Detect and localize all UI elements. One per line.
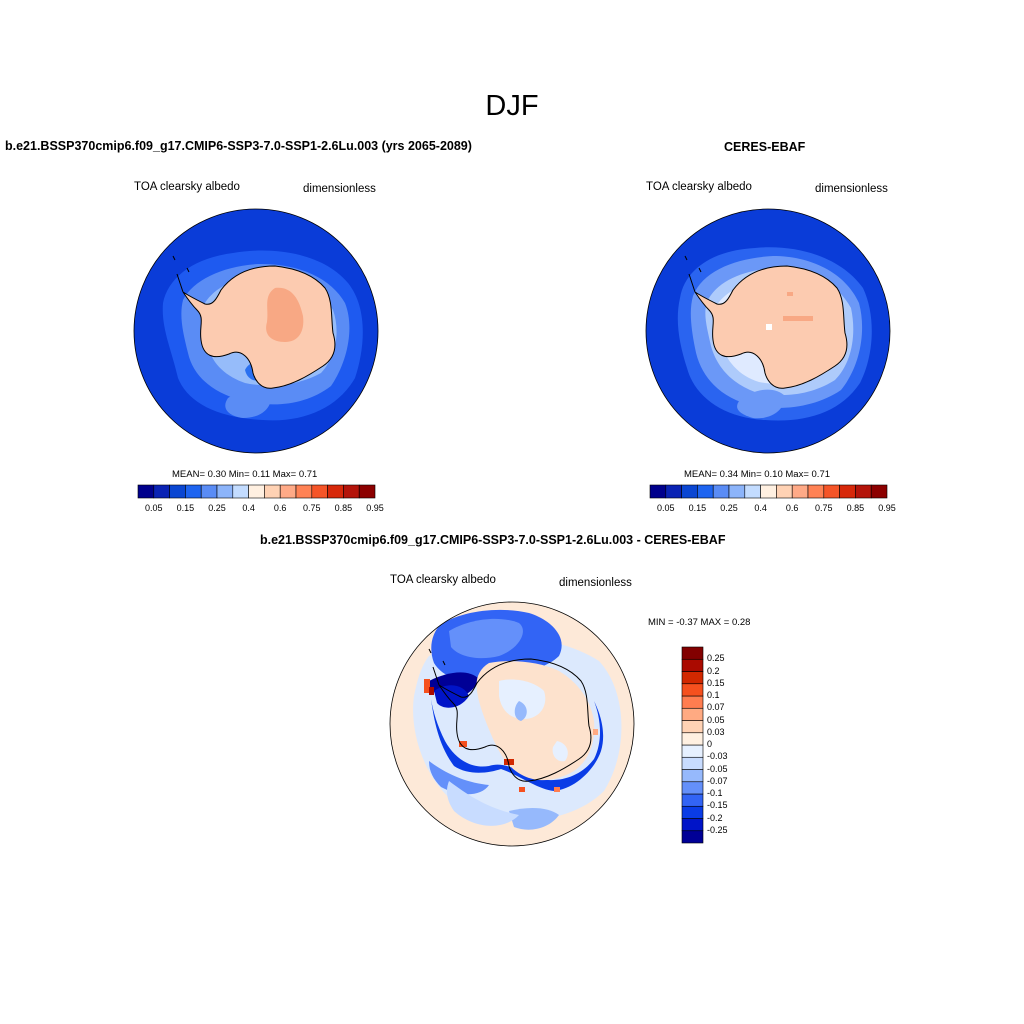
diff-colorbar-tick-label: -0.07 <box>707 775 728 786</box>
model-colorbar-swatch <box>327 484 344 499</box>
obs-colorbar-swatch <box>791 484 809 499</box>
diff-colorbar-swatch <box>681 732 704 746</box>
obs-colorbar-tick-label: 0.95 <box>878 503 896 513</box>
obs-colorbar-swatch <box>807 484 825 499</box>
model-colorbar-swatch <box>358 484 376 499</box>
obs-colorbar-swatch <box>649 484 667 499</box>
model-colorbar-swatch <box>185 484 202 499</box>
diff-colorbar-swatch <box>681 658 704 672</box>
model-colorbar-swatch <box>232 484 249 499</box>
diff-colorbar-swatch <box>681 756 704 770</box>
obs-colorbar-swatch <box>870 484 888 499</box>
obs-colorbar <box>649 484 888 499</box>
obs-colorbar-ticks: 0.05 0.15 0.25 0.4 0.6 0.75 0.85 0.95 <box>650 503 896 515</box>
model-colorbar-tick-label: 0.4 <box>242 503 255 513</box>
obs-colorbar-swatch <box>823 484 840 499</box>
diff-colorbar-swatch <box>681 683 704 697</box>
model-colorbar-swatch <box>200 484 218 499</box>
diff-colorbar-tick-label: 0.2 <box>707 665 720 676</box>
diff-colorbar-swatch <box>681 695 704 709</box>
obs-colorbar-tick-label: 0.05 <box>657 503 675 513</box>
diff-colorbar-swatch <box>681 744 704 758</box>
panel-obs-units: dimensionless <box>815 183 888 195</box>
obs-colorbar-swatch <box>681 484 698 499</box>
diff-colorbar-tick-label: -0.15 <box>707 800 728 811</box>
model-albedo-map <box>133 208 379 454</box>
model-colorbar-swatch <box>279 484 297 499</box>
panel-model-title: b.e21.BSSP370cmip6.f09_g17.CMIP6-SSP3-7.… <box>5 139 472 153</box>
model-colorbar-swatch <box>264 484 281 499</box>
panel-model-units: dimensionless <box>303 183 376 195</box>
obs-colorbar-swatch <box>776 484 793 499</box>
obs-colorbar-tick-label: 0.85 <box>846 503 865 513</box>
diff-colorbar-tick-label: 0.05 <box>707 714 725 725</box>
model-colorbar-swatch <box>295 484 313 499</box>
diff-colorbar-swatch <box>681 793 704 807</box>
diff-colorbar-swatch <box>681 671 704 685</box>
obs-colorbar-tick-label: 0.6 <box>785 503 799 513</box>
diff-albedo-map <box>389 601 635 847</box>
season-title: DJF <box>485 90 539 122</box>
model-colorbar-tick-label: 0.15 <box>176 503 195 513</box>
model-colorbar-tick-label: 0.95 <box>366 503 384 513</box>
diff-colorbar-swatch <box>681 818 704 832</box>
obs-colorbar-swatch <box>760 484 777 499</box>
diff-colorbar-tick-label: -0.25 <box>707 824 728 835</box>
model-colorbar-tick-label: 0.85 <box>334 503 353 513</box>
diff-colorbar-tick-label: -0.2 <box>707 812 723 823</box>
model-colorbar-tick-label: 0.25 <box>208 503 226 513</box>
panel-model-variable: TOA clearsky albedo <box>134 181 240 193</box>
obs-colorbar-tick-label: 0.25 <box>720 503 738 513</box>
model-colorbar-swatch <box>343 484 360 499</box>
diff-colorbar-swatch <box>681 805 704 819</box>
diff-colorbar-tick-label: 0.15 <box>707 677 725 688</box>
model-colorbar-swatch <box>216 484 234 499</box>
diff-colorbar-swatch <box>681 646 704 660</box>
obs-albedo-map <box>645 208 891 454</box>
model-colorbar-ticks: 0.05 0.15 0.25 0.4 0.6 0.75 0.85 0.95 <box>138 503 384 515</box>
panel-obs-variable: TOA clearsky albedo <box>646 181 752 193</box>
obs-colorbar-swatch <box>665 484 682 499</box>
panel-obs-title: CERES-EBAF <box>724 140 806 154</box>
diff-colorbar-swatch <box>681 781 704 795</box>
diff-colorbar <box>681 646 704 844</box>
model-colorbar-swatch <box>137 484 155 499</box>
model-colorbar-swatch <box>311 484 328 499</box>
model-colorbar-tick-label: 0.6 <box>273 503 287 513</box>
diff-colorbar-tick-label: 0 <box>707 739 713 749</box>
panel-diff-stats: MIN = -0.37 MAX = 0.28 <box>648 617 751 628</box>
diff-colorbar-tick-label: 0.07 <box>707 702 725 713</box>
obs-colorbar-swatch <box>839 484 856 499</box>
diff-colorbar-tick-label: 0.1 <box>707 690 720 700</box>
obs-colorbar-tick-label: 0.15 <box>688 503 707 513</box>
model-colorbar-tick-label: 0.75 <box>303 503 321 513</box>
diff-colorbar-tick-label: 0.03 <box>707 726 725 737</box>
diff-colorbar-swatch <box>681 720 704 734</box>
obs-colorbar-swatch <box>712 484 730 499</box>
diff-colorbar-ticks: 0.25 0.2 0.15 0.1 0.07 0.05 0.03 0 -0.03 -0.05 -0.… <box>707 647 747 843</box>
model-colorbar <box>137 484 376 499</box>
panel-diff-variable: TOA clearsky albedo <box>390 574 496 586</box>
panel-model-stats: MEAN= 0.30 Min= 0.11 Max= 0.71 <box>172 469 318 480</box>
obs-colorbar-tick-label: 0.75 <box>815 503 833 513</box>
diff-colorbar-tick-label: -0.05 <box>707 763 728 774</box>
diff-colorbar-tick-label: 0.25 <box>707 653 725 664</box>
diff-colorbar-tick-label: -0.1 <box>707 788 723 798</box>
obs-colorbar-swatch <box>744 484 761 499</box>
diff-colorbar-swatch <box>681 830 704 844</box>
obs-colorbar-swatch <box>697 484 714 499</box>
obs-colorbar-swatch <box>728 484 746 499</box>
diff-colorbar-tick-label: -0.03 <box>707 751 728 762</box>
model-colorbar-swatch <box>248 484 265 499</box>
panel-diff-units: dimensionless <box>559 577 632 589</box>
panel-obs-stats: MEAN= 0.34 Min= 0.10 Max= 0.71 <box>684 469 831 480</box>
model-colorbar-tick-label: 0.05 <box>145 503 163 513</box>
model-colorbar-swatch <box>153 484 170 499</box>
diff-colorbar-swatch <box>681 769 704 783</box>
obs-colorbar-tick-label: 0.4 <box>754 503 767 513</box>
obs-colorbar-swatch <box>855 484 872 499</box>
panel-diff-title: b.e21.BSSP370cmip6.f09_g17.CMIP6-SSP3-7.… <box>260 533 726 547</box>
diff-colorbar-swatch <box>681 707 704 721</box>
model-colorbar-swatch <box>169 484 186 499</box>
